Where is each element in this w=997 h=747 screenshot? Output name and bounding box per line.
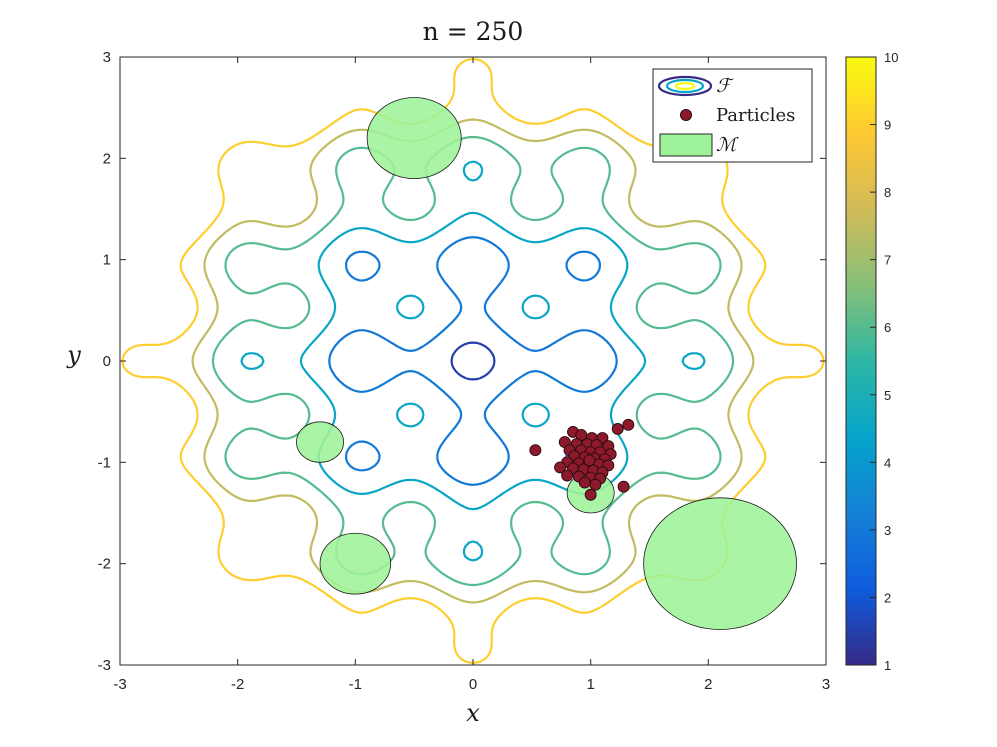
y-tick-label: 0: [103, 353, 111, 370]
region-m: [366, 97, 462, 179]
contour-line: [450, 341, 496, 381]
x-axis-title: x: [466, 699, 480, 727]
legend-particle-swatch: [680, 109, 692, 121]
colorbar-tick-label: 9: [884, 118, 891, 133]
x-tick-label: 0: [469, 676, 477, 693]
colorbar-tick-label: 8: [884, 185, 891, 200]
plot-title: n = 250: [423, 17, 524, 46]
particle: [622, 418, 635, 431]
contour-line: [240, 160, 706, 562]
legend-label-m: ℳ: [716, 134, 739, 156]
y-tick-label: -3: [98, 657, 111, 674]
colorbar-tick-label: 4: [884, 455, 891, 470]
legend-contour-swatch: [657, 75, 713, 97]
y-tick-label: 3: [103, 49, 111, 66]
contour-layer: [121, 58, 825, 664]
x-tick-label: -1: [349, 676, 362, 693]
region-m: [296, 421, 344, 463]
particle: [617, 480, 630, 493]
colorbar-tick-label: 5: [884, 388, 891, 403]
particle: [589, 478, 602, 491]
particle: [584, 488, 597, 501]
axis-ticks: -3 -2 -1 0 1 2 3 -3 -2 -1 0 1 2 3: [98, 49, 831, 693]
colorbar-gradient: [845, 56, 877, 666]
y-axis-title: y: [66, 341, 81, 369]
particle: [583, 454, 596, 467]
particle-layer: [529, 418, 635, 501]
particle: [529, 444, 542, 457]
colorbar-tick-label: 7: [884, 253, 891, 268]
y-tick-label: 1: [103, 252, 111, 269]
y-tick-label: -1: [98, 454, 111, 471]
particle: [611, 422, 624, 435]
x-tick-label: 3: [822, 676, 830, 693]
colorbar-tick-label: 10: [884, 50, 898, 65]
particle: [561, 469, 574, 482]
colorbar-ticks: 1 2 3 4 5 6 7 8 9 10: [870, 50, 898, 673]
colorbar: 1 2 3 4 5 6 7 8 9 10: [845, 50, 898, 673]
y-tick-label: 2: [103, 150, 111, 167]
legend-region-swatch: [659, 133, 713, 157]
x-tick-label: -2: [231, 676, 244, 693]
x-tick-label: 1: [586, 676, 594, 693]
colorbar-tick-label: 2: [884, 590, 891, 605]
legend-label-f: ℱ: [716, 75, 734, 97]
colorbar-tick-label: 3: [884, 523, 891, 538]
region-m: [643, 497, 797, 630]
x-tick-label: 2: [704, 676, 712, 693]
y-tick-label: -2: [98, 556, 111, 573]
legend-label-particles: Particles: [716, 105, 795, 126]
colorbar-tick-label: 6: [884, 320, 891, 335]
legend: ℱ Particles ℳ: [652, 68, 813, 163]
x-tick-label: -3: [113, 676, 126, 693]
colorbar-tick-label: 1: [884, 658, 891, 673]
particle: [554, 461, 567, 474]
particle: [578, 476, 591, 489]
region-m: [319, 532, 392, 595]
